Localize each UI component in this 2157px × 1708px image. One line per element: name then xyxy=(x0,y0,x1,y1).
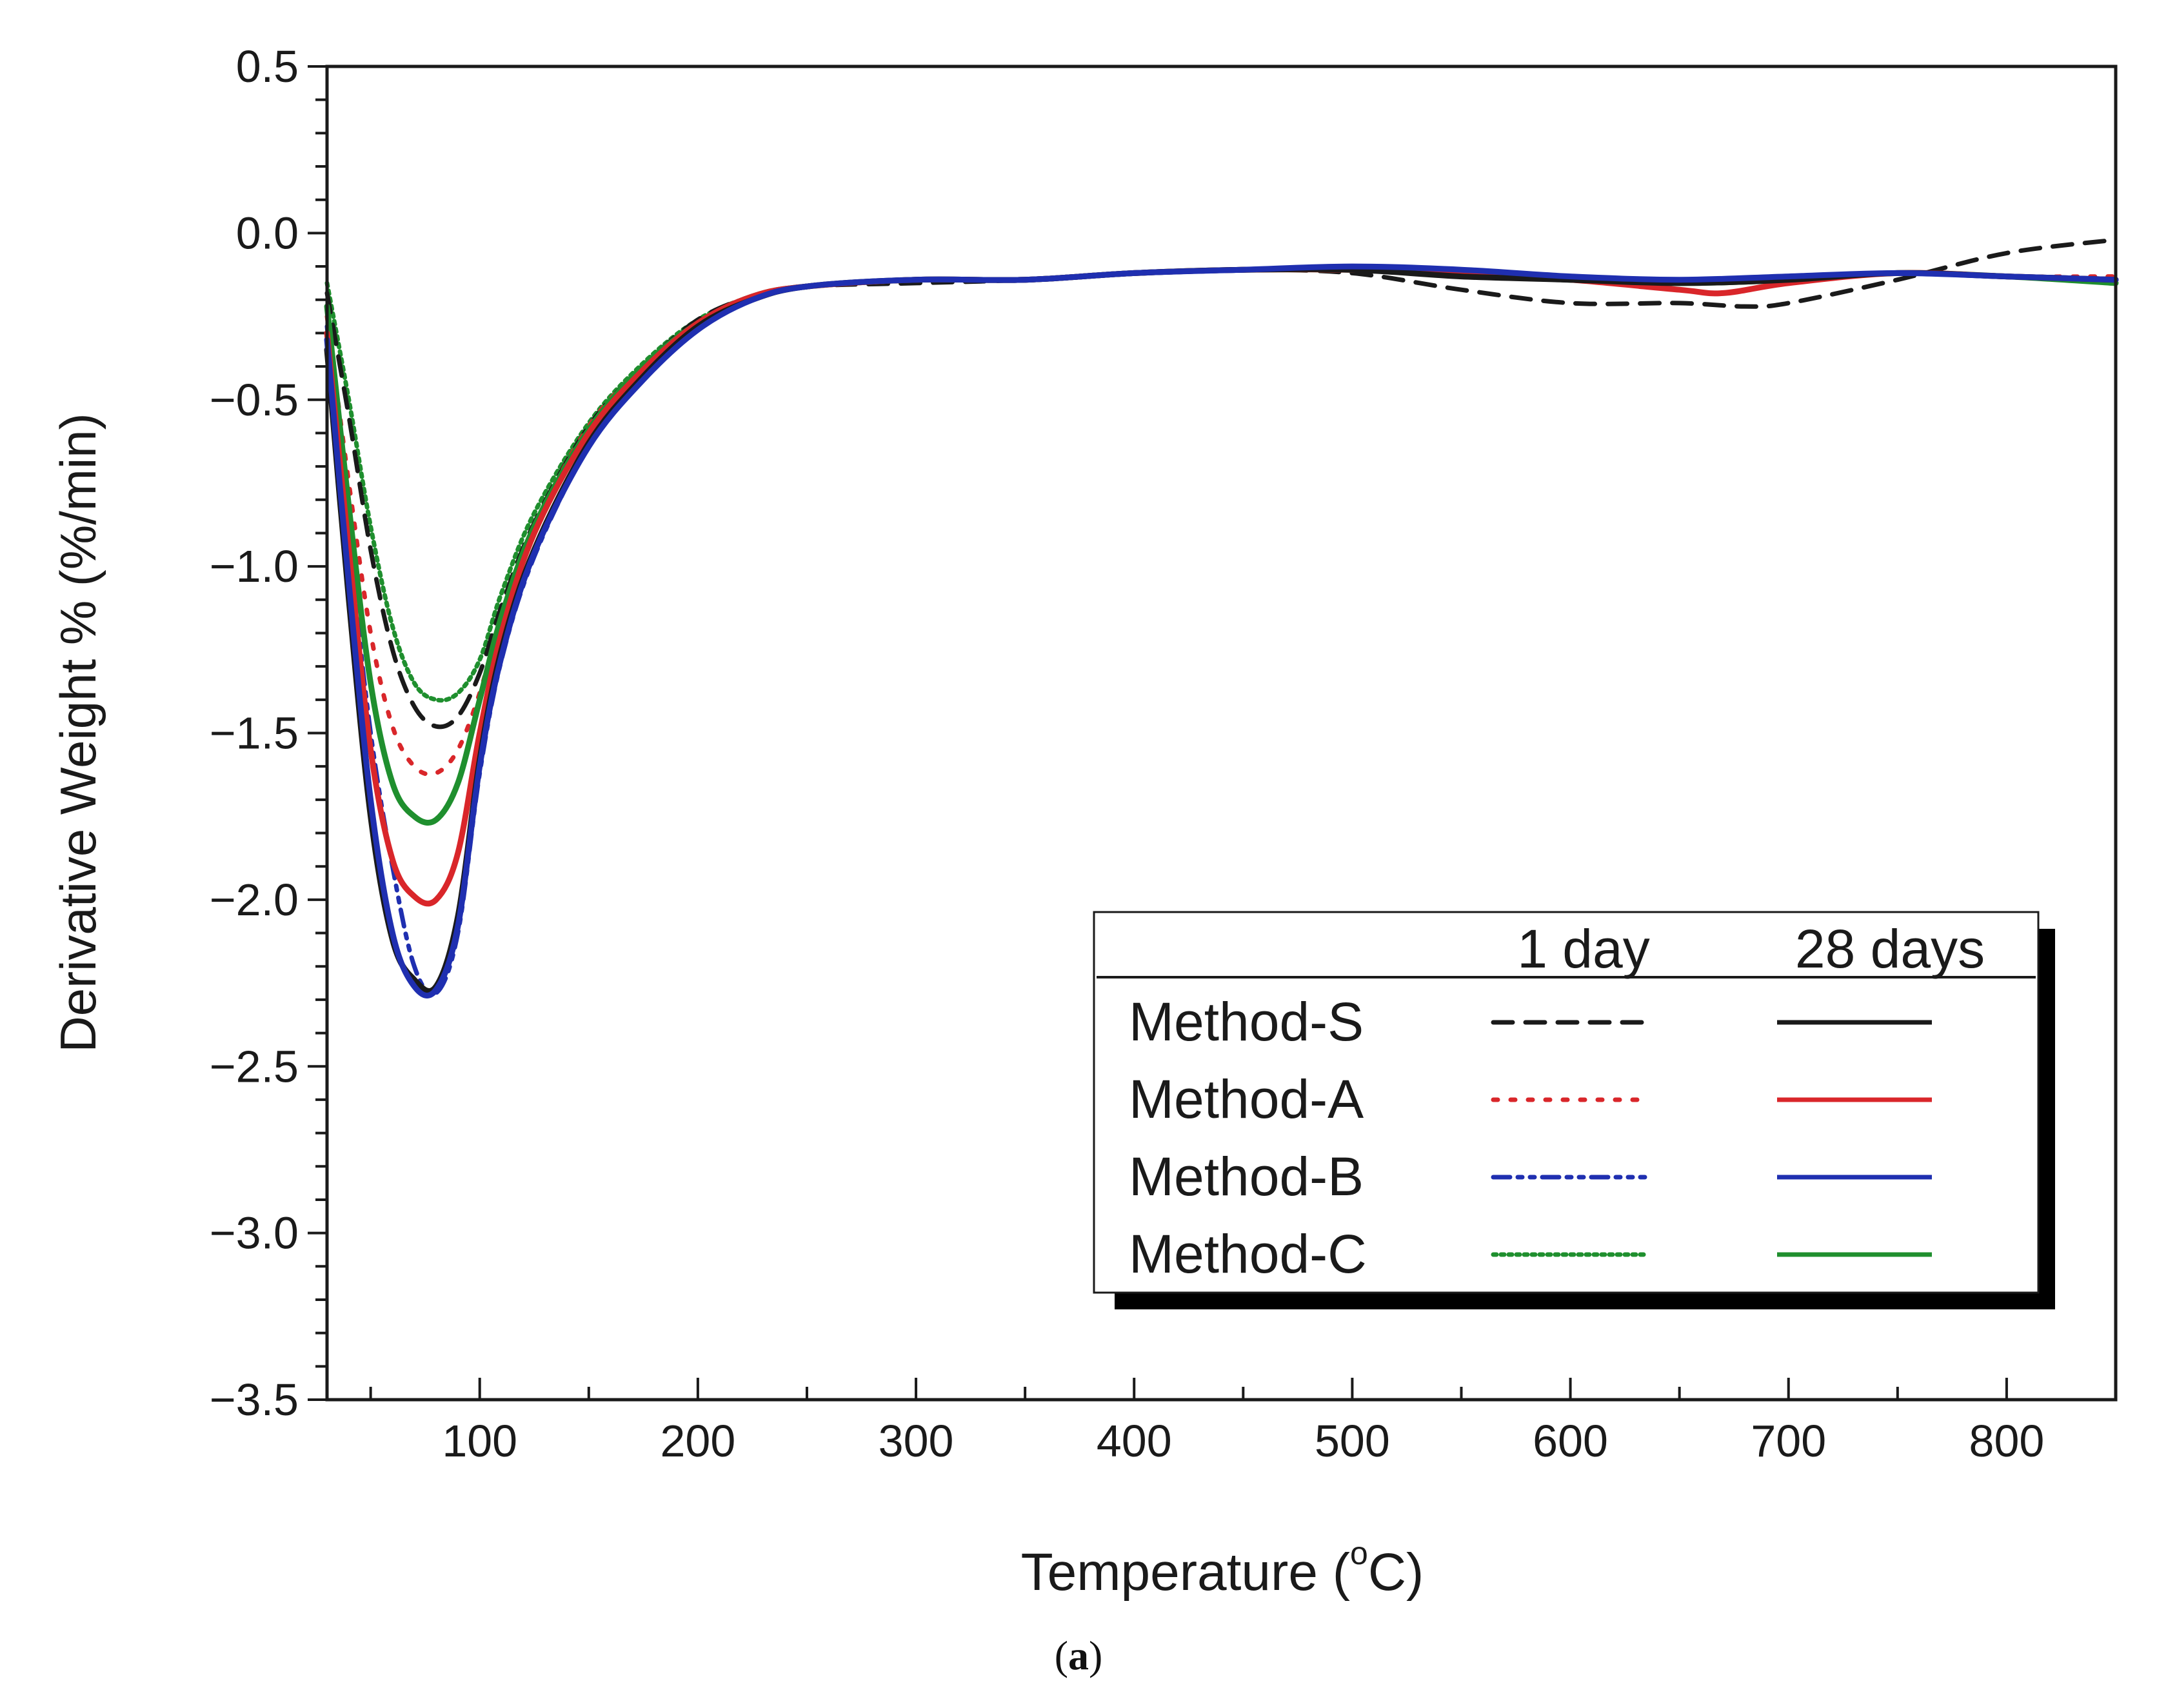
x-tick-label: 600 xyxy=(1533,1416,1608,1466)
series-line-method-a-1-day xyxy=(324,267,2118,777)
x-tick-label: 500 xyxy=(1315,1416,1390,1466)
y-axis-label: Derivative Weight % (%/min) xyxy=(50,413,106,1052)
axis-ticks xyxy=(308,65,2117,1401)
tick-labels: 100 200 300 400 500 600 700 800 0.5 0.0 −0.5 −1.0 −1… xyxy=(210,41,2045,1466)
x-axis-label-unit: C) xyxy=(1368,1543,1424,1602)
series-line-method-b-1-day xyxy=(324,264,2118,997)
series-line-method-s-1-day xyxy=(324,237,2118,730)
figure-caption: (a) xyxy=(1054,1633,1103,1678)
y-tick-label: 0.0 xyxy=(236,208,299,258)
series-line-method-s-28-days xyxy=(324,266,2119,994)
x-tick-label: 100 xyxy=(442,1416,517,1466)
legend-label-method-s: Method-S xyxy=(1129,991,1364,1052)
legend-box xyxy=(1093,911,2040,1294)
legend-header-28-days: 28 days xyxy=(1795,919,1985,979)
plot-frame xyxy=(325,65,2118,1402)
x-tick-label: 800 xyxy=(1969,1416,2045,1466)
legend-rows: Method-S Method-A Method-B Method-C xyxy=(1129,991,1932,1284)
y-tick-label: −0.5 xyxy=(210,375,299,425)
y-tick-label: −2.0 xyxy=(210,875,299,925)
y-tick-label: −1.5 xyxy=(210,708,299,759)
x-axis-label-degree: o xyxy=(1350,1535,1368,1571)
legend-label-method-c: Method-C xyxy=(1129,1224,1367,1284)
y-tick-label: −1.0 xyxy=(210,541,299,591)
y-tick-label: −3.5 xyxy=(210,1375,299,1425)
x-tick-label: 200 xyxy=(660,1416,735,1466)
series-line-method-c-1-day xyxy=(324,267,2118,703)
legend: 1 day 28 days Method-SMethod-AMethod-BMe… xyxy=(1093,911,2055,1309)
x-tick-label: 400 xyxy=(1097,1416,1172,1466)
x-axis-label: Temperature (oC) xyxy=(1021,1535,1424,1602)
x-tick-label: 700 xyxy=(1751,1416,1826,1466)
x-tick-label: 300 xyxy=(879,1416,954,1466)
series-line-method-c-28-days xyxy=(324,266,2119,826)
y-tick-label: 0.5 xyxy=(236,41,299,92)
y-tick-label: −3.0 xyxy=(210,1208,299,1258)
series-layer xyxy=(324,237,2119,998)
caption-letter: a xyxy=(1068,1633,1089,1678)
series-line-method-a-28-days xyxy=(324,266,2119,907)
series-line-method-b-28-days xyxy=(324,263,2119,998)
legend-label-method-b: Method-B xyxy=(1129,1146,1364,1207)
y-tick-label: −2.5 xyxy=(210,1041,299,1091)
x-axis-label-main: Temperature ( xyxy=(1021,1543,1350,1602)
legend-header-1-day: 1 day xyxy=(1517,919,1650,979)
legend-label-method-a: Method-A xyxy=(1129,1069,1364,1129)
